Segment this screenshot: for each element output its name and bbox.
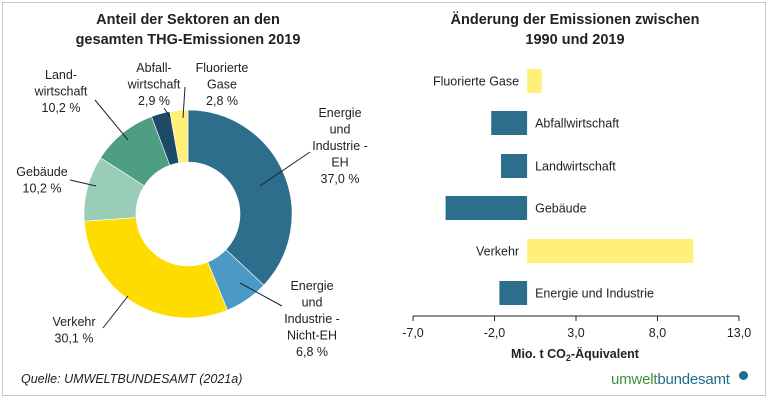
slice-label-verkehr: Verkehr	[52, 315, 95, 329]
slice-label-abfall: wirtschaft	[127, 78, 181, 92]
x-tick-label: -7,0	[402, 326, 424, 340]
bar-category-label: Landwirtschaft	[535, 160, 616, 174]
slice-label-fluorierte: Gase	[207, 78, 237, 92]
bar-chart: -7,0 -2,0 3,0 8,0 13,0 Fluorierte Gase Abfallw…	[402, 69, 751, 340]
slice-label-gebaeude: Gebäude	[16, 165, 67, 179]
figure-frame	[2, 2, 766, 396]
slice-value-fluorierte: 2,8 %	[206, 94, 238, 108]
bar-landwirtschaft	[501, 154, 528, 178]
bar-title-line1: Änderung der Emissionen zwischen	[451, 11, 700, 28]
slice-label-energie_nicht_eh: Energie	[290, 279, 333, 293]
slice-value-abfall: 2,9 %	[138, 94, 170, 108]
bar-category-label: Abfallwirtschaft	[535, 117, 620, 131]
slice-value-landwirtschaft: 10,2 %	[42, 101, 81, 115]
bar-category-label: Fluorierte Gase	[433, 75, 519, 89]
bar-abfallwirtschaft	[491, 111, 528, 135]
slice-label-landwirtschaft: wirtschaft	[34, 85, 88, 99]
pie-title-line1: Anteil der Sektoren an den	[96, 12, 280, 28]
logo-mark-icon	[739, 371, 748, 380]
slice-value-energie_eh: 37,0 %	[321, 172, 360, 186]
x-tick-label: -2,0	[484, 326, 506, 340]
slice-value-energie_nicht_eh: 6,8 %	[296, 345, 328, 359]
slice-label-energie_eh: EH	[331, 156, 348, 170]
x-tick-label: 8,0	[649, 326, 666, 340]
leader-line-gebaeude	[69, 179, 97, 187]
slice-label-landwirtschaft: Land-	[45, 68, 77, 82]
bar-category-label: Gebäude	[535, 202, 586, 216]
x-tick-label: 3,0	[567, 326, 584, 340]
slice-label-abfall: Abfall-	[136, 61, 171, 75]
slice-label-fluorierte: Fluorierte	[196, 61, 249, 75]
leader-line-verkehr	[102, 295, 129, 329]
bar-fluorierte-gase	[527, 69, 542, 93]
slice-label-energie_nicht_eh: Industrie -	[284, 312, 340, 326]
x-tick-label: 13,0	[727, 326, 751, 340]
leader-line-energie_nicht_eh	[239, 282, 283, 307]
pie-title-line2: gesamten THG-Emissionen 2019	[76, 32, 301, 48]
leader-line-fluorierte	[182, 86, 186, 119]
source-note: Quelle: UMWELTBUNDESAMT (2021a)	[21, 372, 243, 386]
leader-line-landwirtschaft	[94, 99, 129, 141]
x-axis-title: Mio. t CO2-Äquivalent	[511, 346, 640, 363]
logo-part-bundesamt: bundesamt	[657, 371, 730, 388]
donut-slice-fluorierte	[169, 109, 189, 164]
bar-title-line2: 1990 und 2019	[525, 32, 624, 48]
bar-category-label: Energie und Industrie	[535, 287, 654, 301]
logo-part-umwelt: umwelt	[611, 371, 658, 388]
donut-chart: Energie und Industrie - EH 37,0 % Energie und I…	[16, 61, 368, 359]
slice-label-energie_eh: und	[330, 123, 351, 137]
slice-label-energie_eh: Industrie -	[312, 139, 368, 153]
bar-energie-und-industrie	[499, 281, 528, 305]
slice-value-verkehr: 30,1 %	[55, 332, 94, 346]
bar-geb-ude	[445, 196, 528, 220]
slice-label-energie_nicht_eh: und	[302, 296, 323, 310]
slice-label-energie_eh: Energie	[318, 106, 361, 120]
bar-verkehr	[527, 239, 694, 263]
slice-value-gebaeude: 10,2 %	[23, 182, 62, 196]
donut-slice-energie_eh	[187, 109, 293, 286]
leader-line-energie_eh	[259, 151, 311, 187]
donut-slice-verkehr	[83, 217, 228, 319]
bar-category-label: Verkehr	[476, 245, 519, 259]
slice-label-energie_nicht_eh: Nicht-EH	[287, 329, 337, 343]
umweltbundesamt-logo: umweltbundesamt	[611, 371, 730, 388]
